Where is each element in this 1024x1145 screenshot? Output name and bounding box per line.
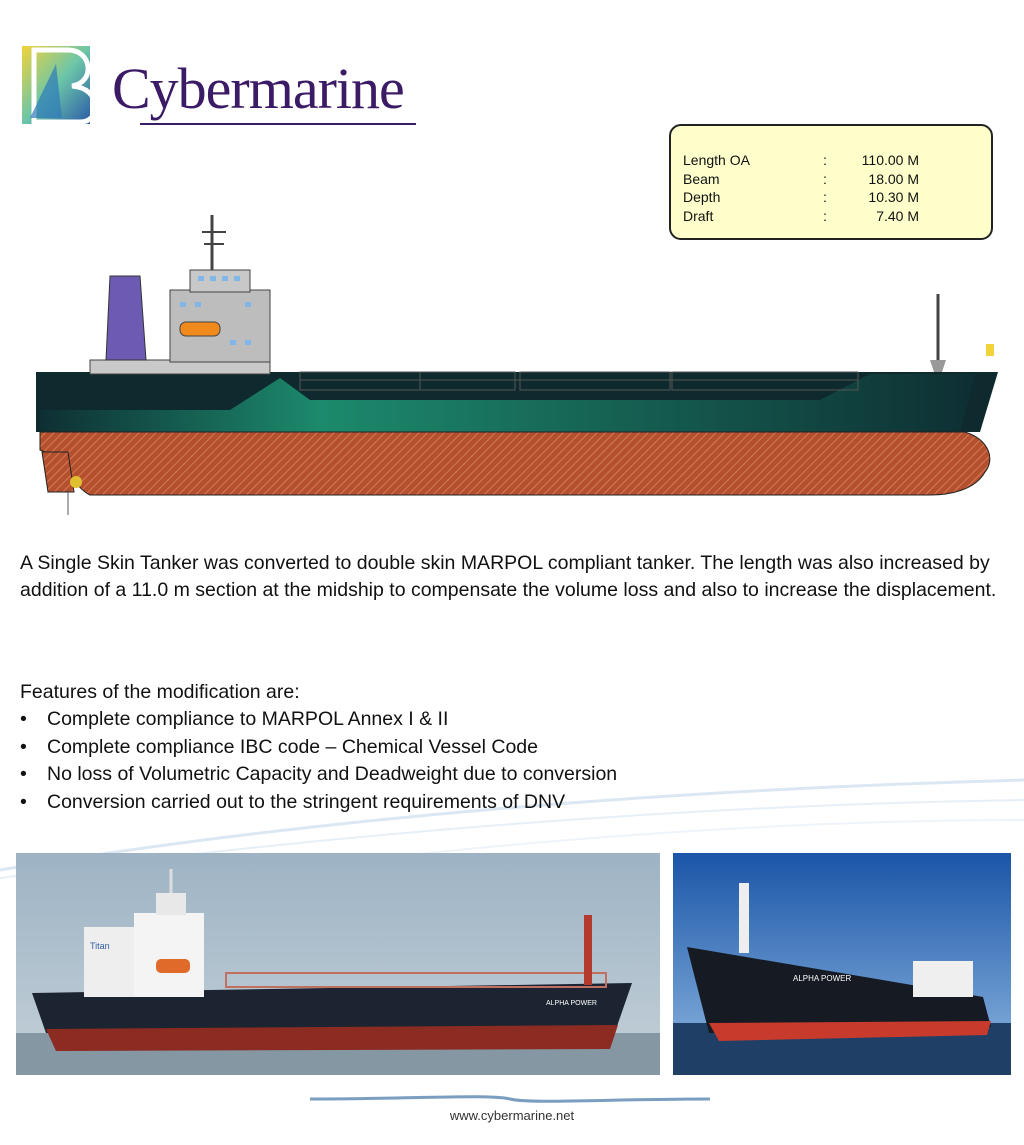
- ship-profile-drawing: [36, 215, 998, 515]
- list-item: • Complete compliance IBC code – Chemical…: [20, 736, 617, 764]
- spec-label: Beam: [683, 170, 720, 187]
- ship-photo-bow: ALPHA POWER: [673, 853, 1011, 1075]
- list-item: • No loss of Volumetric Capacity and Dead…: [20, 763, 617, 791]
- ship-photo-side: Titan ALPHA POWER: [16, 853, 660, 1075]
- logo-underline: [140, 123, 416, 125]
- spec-value: 7.40 M: [876, 207, 919, 224]
- funnel: [105, 275, 147, 361]
- bullet-icon: •: [20, 763, 27, 785]
- spec-value: 110.00 M: [861, 152, 919, 168]
- list-item: • Complete compliance to MARPOL Annex I &…: [20, 708, 617, 736]
- spec-separator: :: [823, 170, 827, 187]
- spec-value: 10.30 M: [868, 189, 919, 205]
- logo-text: Cybermarine: [112, 56, 405, 121]
- spec-row-draft: Draft : 7.40 M: [683, 208, 983, 226]
- windows: [180, 276, 251, 345]
- bridge: [189, 269, 251, 293]
- feature-text: Complete compliance IBC code – Chemical …: [47, 735, 538, 758]
- description-text: A Single Skin Tanker was converted to do…: [20, 552, 997, 601]
- lifeboat: [179, 321, 221, 337]
- features-list: • Complete compliance to MARPOL Annex I &…: [20, 708, 617, 818]
- spec-value: 18.00 M: [868, 170, 919, 187]
- spec-row-depth: Depth : 10.30 M: [683, 189, 983, 207]
- ship-name-label: ALPHA POWER: [546, 1000, 597, 1007]
- spec-separator: :: [823, 189, 827, 205]
- footer-url: www.cybermarine.net: [449, 1108, 575, 1123]
- spec-separator: :: [823, 207, 827, 224]
- list-item: • Conversion carried out to the stringent…: [20, 791, 617, 819]
- spec-box: Length OA : 110.00 M Beam : 18.00 M Dept…: [669, 124, 993, 240]
- logo-mark-icon: [22, 46, 98, 125]
- propeller-icon: [70, 476, 82, 488]
- bullet-icon: •: [20, 708, 27, 730]
- spec-label: Length OA: [683, 152, 750, 168]
- ship-name-label: ALPHA POWER: [793, 974, 851, 983]
- hull-green-band: [40, 374, 975, 432]
- feature-text: Conversion carried out to the stringent …: [47, 790, 566, 813]
- deck-piping: [299, 371, 859, 391]
- spec-separator: :: [823, 152, 827, 168]
- features-title: Features of the modification are:: [20, 681, 300, 703]
- bullet-icon: •: [20, 790, 27, 813]
- rudder: [41, 451, 75, 493]
- footer-wave-icon: [310, 1095, 710, 1103]
- spec-row-length: Length OA : 110.00 M: [683, 152, 983, 170]
- spec-row-beam: Beam : 18.00 M: [683, 171, 983, 189]
- funnel-mark: Titan: [90, 941, 110, 951]
- feature-text: Complete compliance to MARPOL Annex I & …: [47, 708, 449, 730]
- spec-label: Draft: [683, 207, 714, 224]
- bullet-icon: •: [20, 735, 27, 758]
- spec-label: Depth: [683, 189, 721, 205]
- flag: [986, 344, 994, 356]
- feature-text: No loss of Volumetric Capacity and Deadw…: [47, 763, 618, 785]
- hull-bottom: [39, 431, 991, 496]
